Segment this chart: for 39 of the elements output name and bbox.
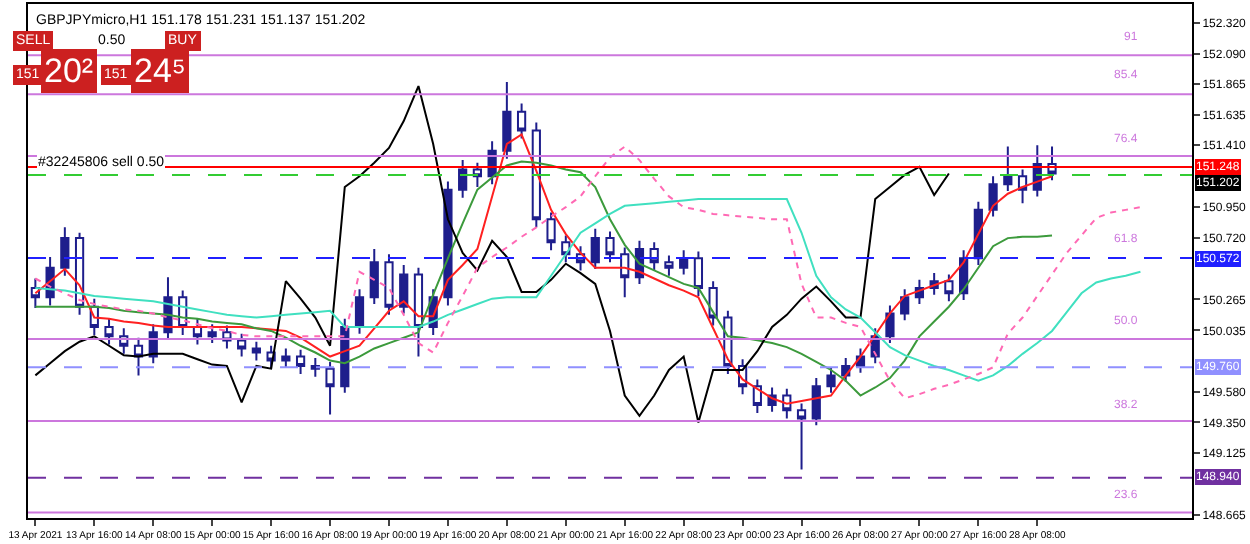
candlestick [384,253,394,316]
candlestick [693,250,704,297]
candlestick [944,273,954,303]
annotation: 20² [44,52,94,90]
candlestick [900,288,910,322]
candlestick [1003,145,1013,193]
candlestick [679,249,689,276]
candlestick [104,317,114,346]
candlestick [281,347,291,369]
candlestick [811,377,821,427]
candlestick [664,254,674,277]
candlestick [251,340,261,362]
candlestick [60,226,70,277]
candlestick [133,336,144,377]
candlestick [325,360,335,416]
candlestick [885,304,895,345]
candlestick [369,247,379,306]
candlestick [590,227,600,271]
candlestick [546,211,556,252]
candlestick [752,378,762,415]
candlestick [620,246,630,299]
candlestick [796,402,807,471]
candlestick [988,175,998,218]
candlestick [310,356,320,378]
candlestick [399,264,409,315]
candlestick [826,366,836,394]
candlestick [605,230,615,264]
candlestick [207,323,217,345]
line-series [34,198,1142,382]
candlestick [295,348,306,376]
candlestick [354,288,365,335]
candlestick [516,102,527,140]
candlestick [502,81,512,160]
line-series [34,85,950,424]
annotation: 24⁵ [134,52,186,90]
candlestick [458,159,468,199]
candlestick [413,266,424,358]
candlestick [237,332,247,358]
candlestick [1017,168,1028,205]
